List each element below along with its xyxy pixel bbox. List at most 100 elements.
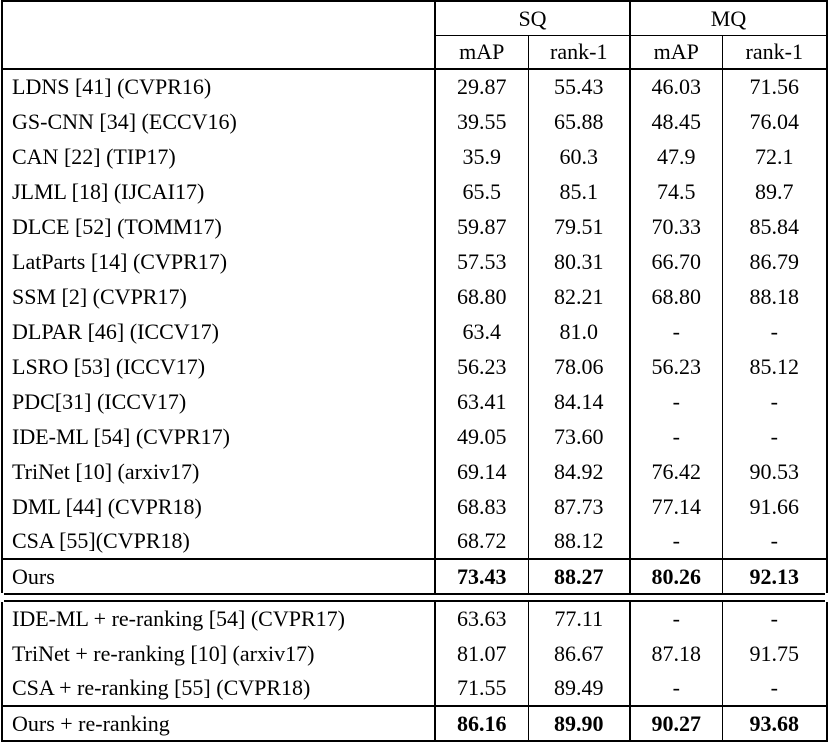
value-cell: 90.53: [749, 458, 800, 484]
value-cell: 63.4: [435, 314, 529, 349]
method-cell: TriNet + re-ranking [10] (arxiv17): [2, 636, 436, 671]
value-cell: 77.14: [630, 489, 723, 524]
value-cell: 73.60: [528, 419, 631, 454]
value-cell: -: [630, 419, 723, 454]
value-cell: 68.80: [630, 279, 723, 314]
table-row: LDNS [41] (CVPR16) 29.87 55.43 46.03 71.56: [2, 69, 827, 104]
summary-row: Ours 73.43 88.27 80.26 92.13: [2, 558, 828, 594]
value-cell: 49.05: [435, 419, 529, 454]
col-header-mq-map: mAP: [630, 35, 723, 70]
table-row: TriNet [10] (arxiv17) 69.14 84.92 76.42 90.5…: [2, 454, 827, 489]
value-cell: 63.63: [435, 601, 529, 636]
value-cell: 56.23: [435, 349, 529, 384]
method-cell: LDNS [41] (CVPR16): [2, 69, 436, 104]
value-cell: 81.0: [528, 314, 631, 349]
value-cell: 70.33: [630, 209, 723, 244]
value-cell: -: [770, 318, 778, 344]
value-cell: 86.79: [749, 248, 800, 274]
value-cell: 82.21: [528, 279, 631, 314]
value-cell: 60.3: [528, 139, 631, 174]
table-row: LatParts [14] (CVPR17) 57.53 80.31 66.70 86.…: [2, 244, 827, 279]
value-cell: 81.07: [435, 636, 529, 671]
value-cell: 79.51: [528, 209, 631, 244]
value-cell: 85.12: [749, 353, 800, 379]
method-cell: DLCE [52] (TOMM17): [2, 209, 436, 244]
value-cell: -: [770, 388, 778, 414]
group-header-mq: MQ: [630, 1, 828, 36]
group-header-sq: SQ: [435, 1, 631, 36]
value-cell: 56.23: [630, 349, 723, 384]
table-row: GS-CNN [34] (ECCV16) 39.55 65.88 48.45 76.04: [2, 104, 827, 139]
value-cell: 66.70: [630, 244, 723, 279]
value-cell: -: [770, 606, 778, 631]
value-cell: 87.18: [630, 636, 723, 671]
value-cell: 77.11: [528, 601, 631, 636]
value-cell: 29.87: [435, 69, 529, 104]
table-row: LSRO [53] (ICCV17) 56.23 78.06 56.23 85.12: [2, 349, 827, 384]
value-cell: 47.9: [630, 139, 723, 174]
value-cell: 84.92: [528, 454, 631, 489]
method-cell: JLML [18] (IJCAI17): [2, 174, 436, 209]
value-cell: 71.56: [749, 74, 800, 99]
value-cell: 88.27: [528, 558, 631, 594]
value-cell: 65.5: [435, 174, 529, 209]
table-row: TriNet + re-ranking [10] (arxiv17) 81.07 8…: [2, 636, 827, 671]
value-cell: -: [630, 601, 723, 636]
method-cell: DML [44] (CVPR18): [2, 489, 436, 524]
value-cell: 90.27: [630, 705, 723, 741]
value-cell: 65.88: [528, 104, 631, 139]
table-row: DLPAR [46] (ICCV17) 63.4 81.0- -: [2, 314, 827, 349]
value-cell: 85.84: [749, 213, 800, 239]
col-header-sq-map: mAP: [435, 35, 529, 70]
value-cell: 91.75: [749, 640, 800, 666]
value-cell: 78.06: [528, 349, 631, 384]
group-header-row: SQ MQ: [2, 1, 828, 70]
value-cell: 57.53: [435, 244, 529, 279]
value-cell: 88.18: [749, 283, 800, 309]
value-cell: 87.73: [528, 489, 631, 524]
method-cell: IDE-ML + re-ranking [54] (CVPR17): [2, 601, 436, 636]
value-cell: 84.14: [528, 384, 631, 419]
value-cell: 35.9: [435, 139, 529, 174]
value-cell: -: [770, 423, 778, 449]
value-cell: 80.31: [528, 244, 631, 279]
value-cell: -: [630, 524, 723, 559]
table-row: CSA + re-ranking [55] (CVPR18) 71.55 89.49…: [2, 671, 827, 706]
value-cell: 48.45: [630, 104, 723, 139]
value-cell: 91.66: [749, 493, 800, 519]
value-cell: 46.03: [630, 69, 723, 104]
table-row: PDC[31] (ICCV17) 63.41 84.14- -: [2, 384, 827, 419]
table-row: JLML [18] (IJCAI17) 65.5 85.1 74.5 89.7: [2, 174, 827, 209]
method-cell: Ours + re-ranking: [2, 705, 436, 741]
corner-cell: [2, 1, 436, 70]
summary-row: Ours + re-ranking 86.16 89.90 90.27 93.68: [2, 705, 828, 741]
methods-section: LDNS [41] (CVPR16) 29.87 55.43 46.03 71.56 GS…: [2, 69, 828, 594]
value-cell: 89.90: [528, 705, 631, 741]
value-cell: -: [630, 671, 723, 706]
method-cell: CSA + re-ranking [55] (CVPR18): [2, 671, 436, 706]
value-cell: 68.80: [435, 279, 529, 314]
table-row: CSA [55](CVPR18) 68.72 88.12- -: [2, 524, 827, 559]
method-cell: CAN [22] (TIP17): [2, 139, 436, 174]
value-cell: 68.72: [435, 524, 529, 559]
value-cell: -: [770, 675, 778, 700]
sub-header-row: mAP rank-1 mAP rank-1: [2, 35, 828, 70]
value-cell: 68.83: [435, 489, 529, 524]
value-cell: 89.49: [528, 671, 631, 706]
value-cell: 39.55: [435, 104, 529, 139]
method-cell: GS-CNN [34] (ECCV16): [2, 104, 436, 139]
method-cell: PDC[31] (ICCV17): [2, 384, 436, 419]
value-cell: 93.68: [722, 705, 828, 741]
value-cell: 92.13: [722, 558, 828, 594]
value-cell: 74.5: [630, 174, 723, 209]
value-cell: 76.04: [749, 108, 800, 134]
method-cell: TriNet [10] (arxiv17): [2, 454, 436, 489]
value-cell: 80.26: [630, 558, 723, 594]
method-cell: CSA [55](CVPR18): [2, 524, 436, 559]
value-cell: -: [630, 314, 723, 349]
value-cell: 55.43: [528, 69, 631, 104]
table-header: SQ MQ mAP rank-1 mAP rank-1: [2, 1, 828, 70]
value-cell: 76.42: [630, 454, 723, 489]
value-cell: 72.1: [755, 143, 794, 169]
